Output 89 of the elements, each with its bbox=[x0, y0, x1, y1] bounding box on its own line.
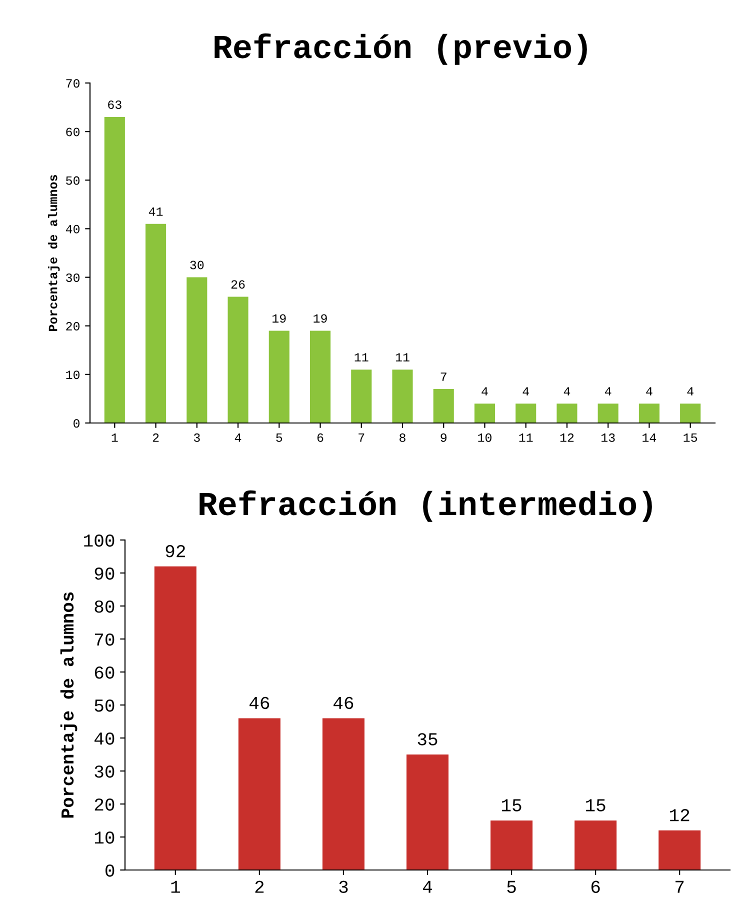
data-label: 4 bbox=[564, 387, 570, 396]
y-tick-label: 40 bbox=[94, 732, 114, 745]
x-tick-label: 6 bbox=[591, 880, 600, 893]
bar bbox=[406, 754, 449, 870]
data-label: 92 bbox=[166, 545, 185, 558]
y-tick-label: 30 bbox=[94, 765, 114, 778]
data-label: 30 bbox=[190, 260, 204, 270]
bar bbox=[658, 830, 701, 870]
x-tick-label: 4 bbox=[422, 880, 432, 893]
bar bbox=[104, 117, 125, 423]
y-axis-title: Porcentaje de alumnos bbox=[48, 175, 60, 331]
x-tick-label: 5 bbox=[507, 880, 516, 893]
x-tick-label: 14 bbox=[642, 434, 656, 442]
data-label: 35 bbox=[418, 733, 438, 746]
y-tick-label: 90 bbox=[94, 567, 114, 580]
bar bbox=[322, 718, 364, 870]
data-label: 46 bbox=[250, 696, 270, 710]
y-tick-label: 20 bbox=[94, 798, 114, 811]
x-tick-label: 13 bbox=[601, 433, 615, 442]
data-label: 4 bbox=[604, 387, 612, 396]
x-tick-label: 8 bbox=[400, 433, 406, 442]
data-label: 7 bbox=[440, 372, 446, 381]
x-tick-label: 10 bbox=[478, 433, 492, 442]
chart-title: Refracción (intermedio) bbox=[200, 490, 652, 522]
y-tick-label: 20 bbox=[66, 322, 80, 331]
bar bbox=[310, 330, 331, 423]
x-tick-label: 7 bbox=[676, 880, 684, 893]
x-tick-label: 12 bbox=[560, 433, 574, 442]
data-label: 4 bbox=[522, 387, 529, 396]
x-tick-label: 3 bbox=[194, 433, 200, 442]
y-tick-label: 0 bbox=[106, 864, 114, 877]
y-tick-label: 30 bbox=[66, 273, 80, 282]
bar bbox=[154, 566, 196, 870]
y-tick-label: 10 bbox=[66, 370, 80, 380]
x-tick-label: 7 bbox=[358, 434, 364, 442]
bar bbox=[556, 404, 578, 423]
bar bbox=[351, 370, 372, 423]
bar bbox=[228, 296, 248, 423]
x-tick-label: 11 bbox=[519, 434, 533, 442]
data-label: 15 bbox=[502, 799, 522, 812]
x-tick-label: 2 bbox=[255, 880, 264, 893]
y-tick-label: 80 bbox=[94, 600, 114, 613]
y-tick-label: 0 bbox=[74, 419, 80, 428]
data-label: 26 bbox=[231, 280, 245, 289]
x-tick-label: 1 bbox=[171, 880, 180, 893]
bar bbox=[146, 224, 166, 423]
data-label: 19 bbox=[272, 314, 286, 323]
y-axis-title: Porcentaje de alumnos bbox=[60, 592, 78, 818]
bar bbox=[268, 330, 290, 423]
y-tick-label: 100 bbox=[84, 534, 114, 547]
y-tick-label: 70 bbox=[66, 79, 80, 88]
x-tick-label: 15 bbox=[684, 434, 698, 442]
chart-title: Refracción (previo) bbox=[214, 33, 587, 65]
bar bbox=[474, 404, 496, 423]
data-label: 4 bbox=[646, 387, 652, 396]
bar bbox=[238, 718, 280, 870]
bar bbox=[598, 404, 618, 423]
y-tick-label: 40 bbox=[66, 224, 80, 234]
bar bbox=[186, 277, 208, 423]
x-tick-label: 5 bbox=[276, 434, 282, 442]
y-tick-label: 10 bbox=[94, 831, 114, 844]
y-tick-label: 60 bbox=[94, 666, 114, 679]
bar bbox=[392, 370, 413, 423]
data-label: 15 bbox=[586, 799, 606, 812]
data-label: 11 bbox=[396, 353, 410, 362]
data-label: 19 bbox=[314, 314, 327, 323]
data-label: 4 bbox=[687, 387, 694, 396]
x-tick-label: 2 bbox=[152, 433, 159, 442]
bar bbox=[680, 404, 701, 423]
x-tick-label: 3 bbox=[339, 880, 348, 893]
data-label: 46 bbox=[334, 696, 354, 710]
bar bbox=[574, 820, 617, 870]
y-tick-label: 50 bbox=[66, 176, 80, 185]
data-label: 4 bbox=[482, 387, 488, 396]
x-tick-label: 1 bbox=[112, 434, 118, 442]
bar bbox=[638, 404, 660, 423]
data-label: 12 bbox=[670, 809, 690, 822]
bar bbox=[516, 404, 536, 423]
x-tick-label: 9 bbox=[440, 433, 446, 442]
y-tick-label: 50 bbox=[94, 699, 114, 712]
x-tick-label: 4 bbox=[234, 434, 242, 442]
data-label: 11 bbox=[354, 353, 368, 362]
bar bbox=[490, 820, 533, 870]
y-tick-label: 70 bbox=[95, 633, 114, 646]
x-tick-label: 6 bbox=[317, 433, 324, 442]
data-label: 41 bbox=[148, 207, 163, 216]
bar bbox=[433, 389, 454, 423]
data-label: 63 bbox=[108, 100, 122, 109]
y-tick-label: 60 bbox=[66, 128, 80, 136]
